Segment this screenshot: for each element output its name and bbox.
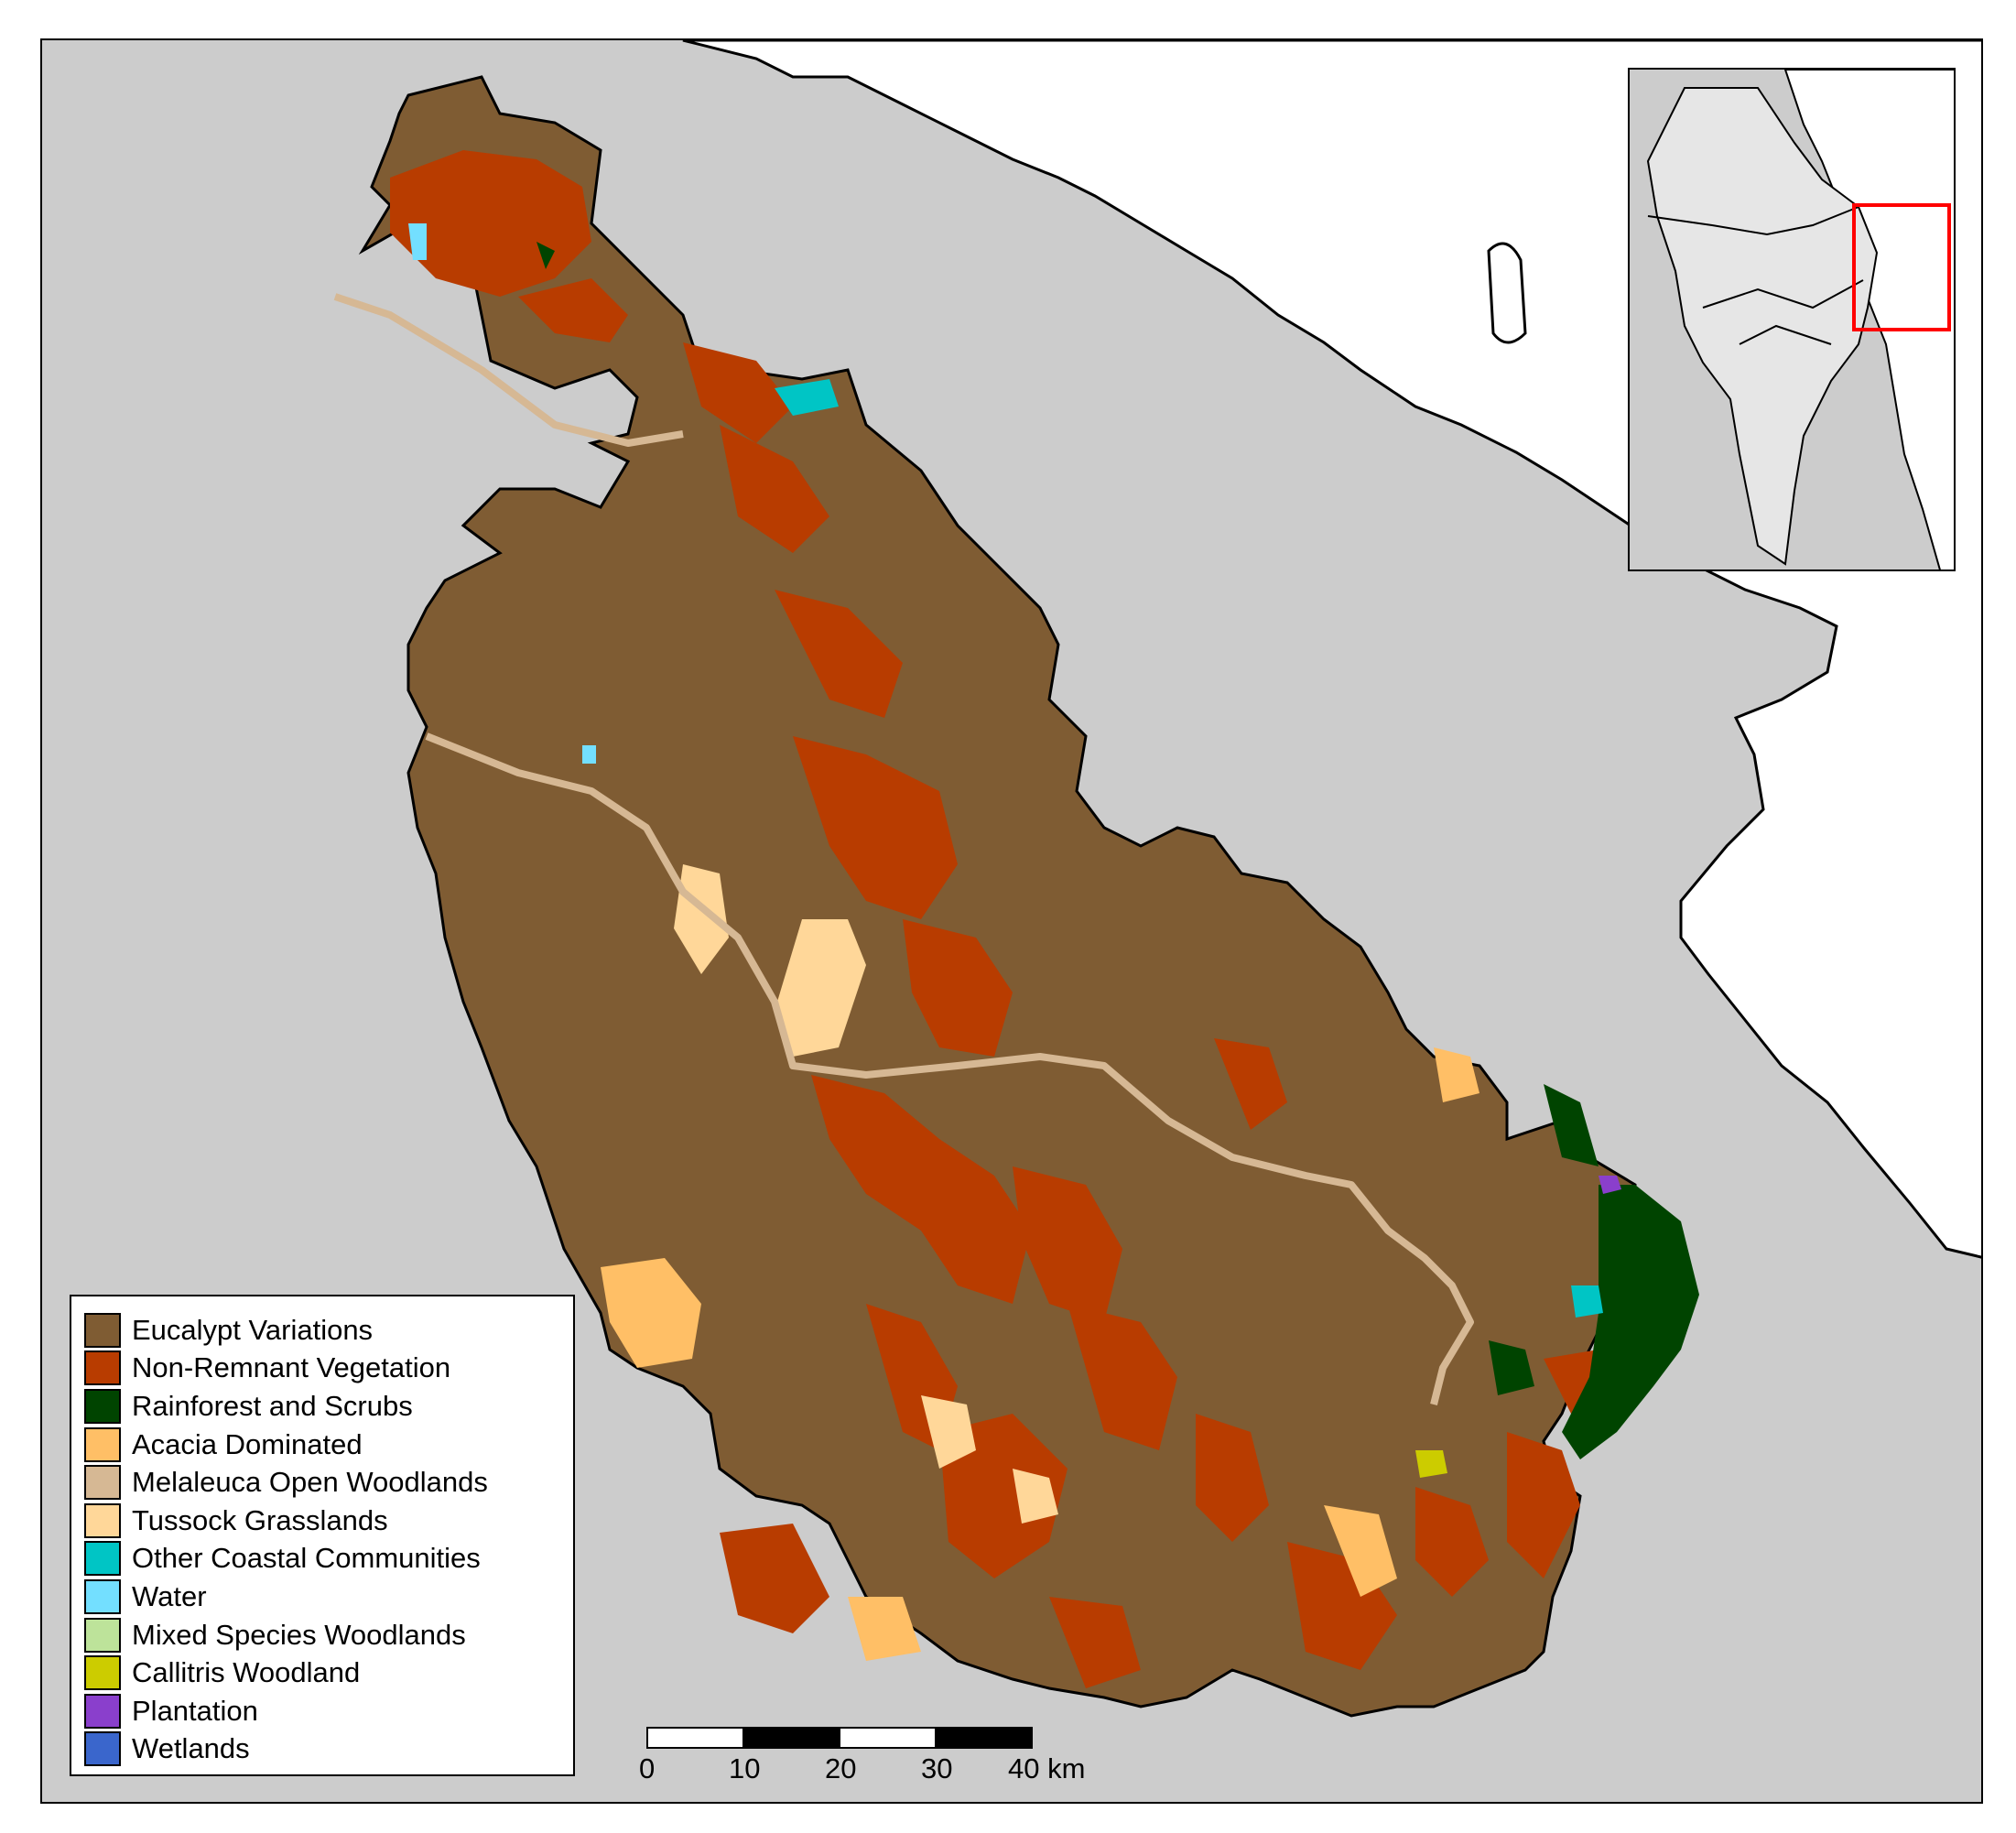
legend-label: Acacia Dominated	[132, 1427, 363, 1460]
scale-tick-30: 30	[921, 1752, 953, 1784]
scale-tick-40: 40 km	[1008, 1752, 1086, 1784]
legend-swatch	[84, 1502, 121, 1538]
inset-region	[1646, 87, 1879, 566]
melaleuca-river-corridor	[333, 293, 1474, 1405]
legend-label: Eucalypt Variations	[132, 1313, 374, 1346]
legend-swatch	[84, 1655, 121, 1691]
legend-swatch	[84, 1350, 121, 1386]
other-coastal-communities-patches	[775, 379, 1603, 1318]
scale-tick-10: 10	[729, 1752, 761, 1784]
legend-item: Non-Remnant Vegetation	[84, 1350, 573, 1388]
legend-swatch	[84, 1617, 121, 1653]
legend-item: Plantation	[84, 1692, 573, 1730]
plantation-patch	[1599, 1176, 1621, 1194]
legend-item: Eucalypt Variations	[84, 1311, 573, 1350]
legend-swatch	[84, 1578, 121, 1614]
legend-label: Water	[132, 1579, 207, 1612]
inset-coast	[1783, 70, 1954, 569]
legend-swatch	[84, 1388, 121, 1424]
scale-bar: 0 10 20 30 40 km	[637, 1727, 1168, 1800]
legend-item: Rainforest and Scrubs	[84, 1387, 573, 1426]
legend-label: Callitris Woodland	[132, 1656, 361, 1689]
callitris-woodland-patch	[1415, 1450, 1447, 1478]
legend-item: Other Coastal Communities	[84, 1540, 573, 1578]
scale-tick-20: 20	[825, 1752, 857, 1784]
legend-label: Plantation	[132, 1694, 258, 1727]
legend-item: Tussock Grasslands	[84, 1502, 573, 1540]
legend-item: Wetlands	[84, 1730, 573, 1769]
legend-label: Tussock Grasslands	[132, 1503, 388, 1536]
inset-subbasin-lines	[1647, 206, 1864, 345]
island	[1487, 242, 1527, 344]
legend-item: Acacia Dominated	[84, 1426, 573, 1464]
legend-label: Rainforest and Scrubs	[132, 1389, 413, 1422]
scale-tick-0: 0	[639, 1752, 656, 1784]
legend-label: Other Coastal Communities	[132, 1542, 481, 1575]
legend-item: Callitris Woodland	[84, 1654, 573, 1692]
scale-bar-graphic	[646, 1727, 1033, 1749]
legend-swatch	[84, 1465, 121, 1501]
locator-inset-map	[1628, 68, 1956, 571]
legend-label: Melaleuca Open Woodlands	[132, 1466, 488, 1499]
legend-swatch	[84, 1541, 121, 1577]
legend-swatch	[84, 1312, 121, 1348]
legend: Eucalypt Variations Non-Remnant Vegetatio…	[70, 1295, 575, 1776]
legend-label: Non-Remnant Vegetation	[132, 1351, 451, 1384]
inset-highlight-box	[1852, 203, 1951, 331]
acacia-dominated-patches	[601, 1047, 1479, 1661]
inset-svg	[1646, 70, 1954, 569]
legend-swatch	[84, 1693, 121, 1729]
legend-item: Mixed Species Woodlands	[84, 1616, 573, 1654]
legend-label: Wetlands	[132, 1732, 250, 1765]
legend-label: Mixed Species Woodlands	[132, 1618, 466, 1651]
rainforest-and-scrubs-patches	[537, 242, 1699, 1459]
legend-item: Melaleuca Open Woodlands	[84, 1463, 573, 1502]
water-patches	[408, 223, 596, 764]
map-frame: Eucalypt Variations Non-Remnant Vegetatio…	[40, 38, 1983, 1804]
legend-swatch	[84, 1426, 121, 1462]
legend-item: Water	[84, 1578, 573, 1616]
legend-swatch	[84, 1731, 121, 1767]
